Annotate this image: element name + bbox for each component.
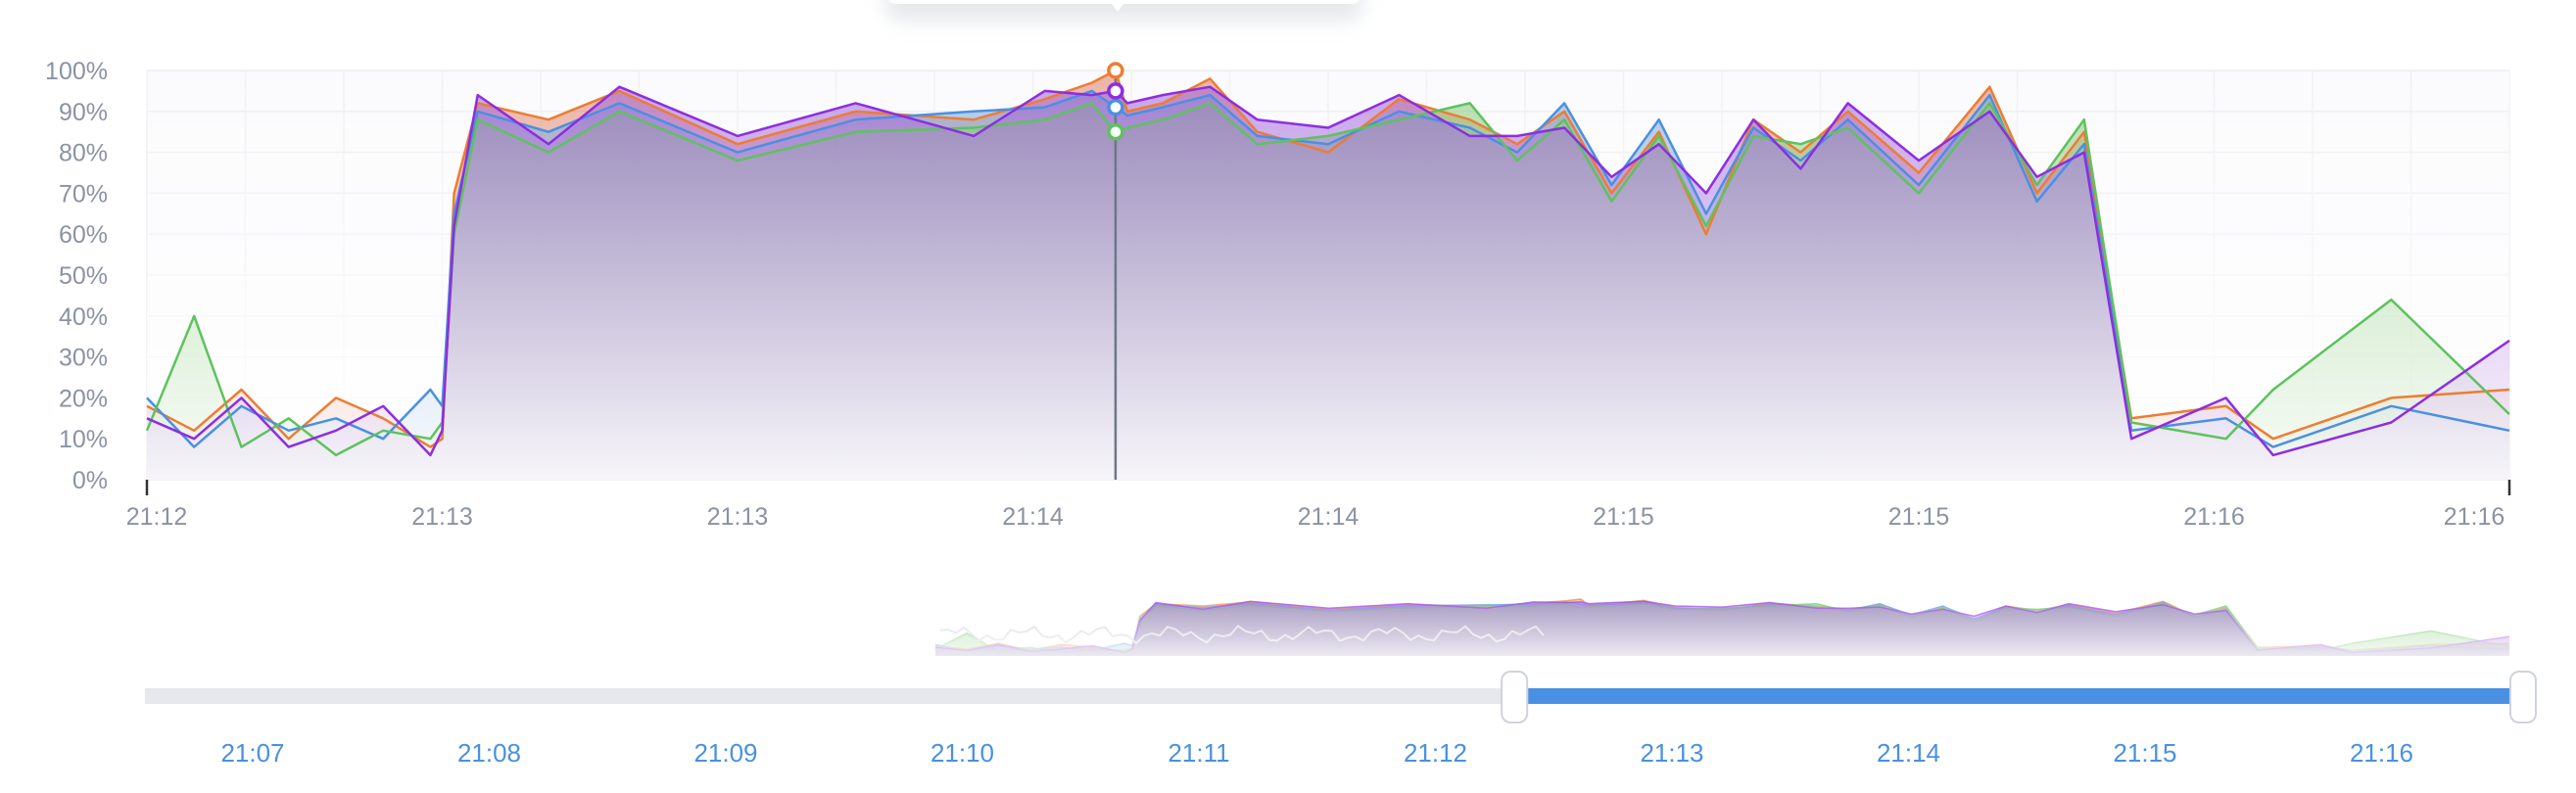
y-tick-label: 30% (59, 345, 108, 372)
x-tick-label: 21:13 (707, 503, 769, 531)
x-tick-label: 21:16 (2444, 503, 2505, 531)
y-tick-label: 70% (59, 180, 108, 208)
navigator-selected-range[interactable] (1528, 688, 2509, 704)
series-line-2 (145, 102, 2510, 457)
hover-marker-0 (1107, 62, 1124, 79)
navigator-handle-left[interactable] (1501, 671, 1529, 723)
x-tick-label: 21:15 (1888, 503, 1950, 531)
navigator-tick-label: 21:07 (220, 738, 284, 768)
y-tick-label: 10% (59, 426, 108, 453)
x-tick-label: 21:13 (411, 503, 473, 531)
navigator-tick-label: 21:16 (2350, 738, 2413, 768)
navigator-tick-label: 21:12 (1404, 738, 1467, 768)
navigator-fade (935, 587, 2512, 668)
navigator-ticks: 21:07 21:08 21:09 21:10 21:11 21:12 21:13 21:14… (220, 738, 2413, 768)
navigator-tick-label: 21:13 (1640, 738, 1703, 768)
y-tick-label: 80% (59, 140, 108, 167)
x-axis: 21:12 21:13 21:13 21:14 21:14 21:15 21:15 21:16… (126, 480, 2511, 531)
x-tick-label: 21:12 (126, 503, 188, 531)
series-line-3 (146, 85, 2510, 457)
y-tick-label: 90% (59, 99, 108, 126)
navigator-tick-label: 21:10 (930, 738, 994, 768)
x-tick-label: 21:14 (1298, 503, 1360, 531)
x-tick-label: 21:16 (2183, 503, 2245, 531)
tooltip (886, 0, 1361, 20)
y-tick-label: 100% (45, 58, 108, 85)
navigator[interactable]: 21:07 21:08 21:09 21:10 21:11 21:12 21:13 21:14… (145, 587, 2537, 768)
series-line-1 (146, 89, 2510, 448)
y-tick-label: 40% (59, 303, 108, 331)
y-tick-label: 60% (59, 221, 108, 249)
y-axis: 0% 10% 20% 30% 40% 50% 60% 70% 80% 90% 100% (45, 58, 108, 494)
x-tick-label: 21:14 (1002, 503, 1064, 531)
navigator-tick-label: 21:14 (1877, 738, 1940, 768)
navigator-handle-right[interactable] (2509, 671, 2537, 723)
y-tick-label: 0% (72, 467, 108, 494)
x-tick-label: 21:15 (1593, 503, 1654, 531)
hover-marker-2 (1107, 82, 1124, 100)
hover-marker-1 (1107, 98, 1124, 117)
series-line-0 (146, 69, 2510, 448)
navigator-tick-label: 21:08 (457, 738, 521, 768)
y-tick-label: 20% (59, 385, 108, 412)
navigator-tick-label: 21:09 (693, 738, 757, 768)
y-tick-label: 50% (59, 262, 108, 290)
hover-markers (1107, 62, 1124, 141)
hover-marker-3 (1107, 122, 1124, 141)
navigator-tick-label: 21:11 (1168, 738, 1229, 768)
series-lines (145, 69, 2510, 457)
navigator-tick-label: 21:15 (2113, 738, 2176, 768)
